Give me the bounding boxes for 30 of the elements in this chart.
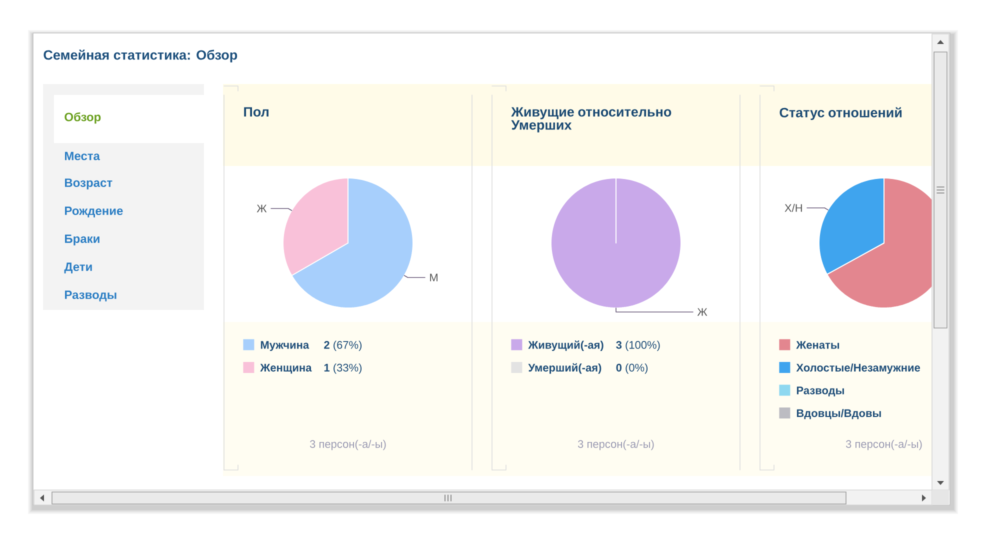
text: Места [65, 152, 100, 160]
text: 0 (0%) [616, 363, 648, 374]
legend-label: Умерший(-ая) [528, 363, 602, 374]
text: М [430, 274, 438, 282]
text: 3 персон(-а/-ы) [310, 440, 386, 450]
text: 3 персон(-а/-ы) [578, 440, 654, 450]
legend-label: Женщина [260, 364, 312, 374]
text: Дети [64, 262, 92, 274]
legend-label: Живущий(-ая) [528, 340, 604, 351]
text: Ж [697, 308, 708, 316]
legend-label: Разводы [796, 386, 844, 396]
legend-label: Мужчина [260, 341, 310, 351]
data-label: 3 (100%) [616, 340, 660, 351]
text: Разводы [65, 290, 116, 302]
text: Браки [65, 234, 100, 246]
text: Рождение [65, 206, 123, 218]
legend-label: Вдовцы/Вдовы [796, 409, 881, 420]
chart-title: Пол [244, 107, 268, 117]
chart-title: Живущие относительно Умерших [511, 107, 672, 132]
text: Возраст [65, 178, 112, 190]
legend-label: Женаты [796, 341, 840, 349]
text: 3 персон(-а/-ы) [846, 440, 922, 450]
legend-label: Холостые/Незамужние [796, 363, 920, 374]
text: Ж [256, 204, 267, 212]
chart-title: Статус отношений [780, 107, 902, 120]
text: Обзор [64, 112, 101, 124]
text: Семейная статистика: Обзор [44, 50, 238, 62]
data-label: 1 (33%) [324, 363, 362, 374]
data-label: 2 (67%) [324, 340, 362, 351]
text: Х/Н [784, 204, 802, 212]
